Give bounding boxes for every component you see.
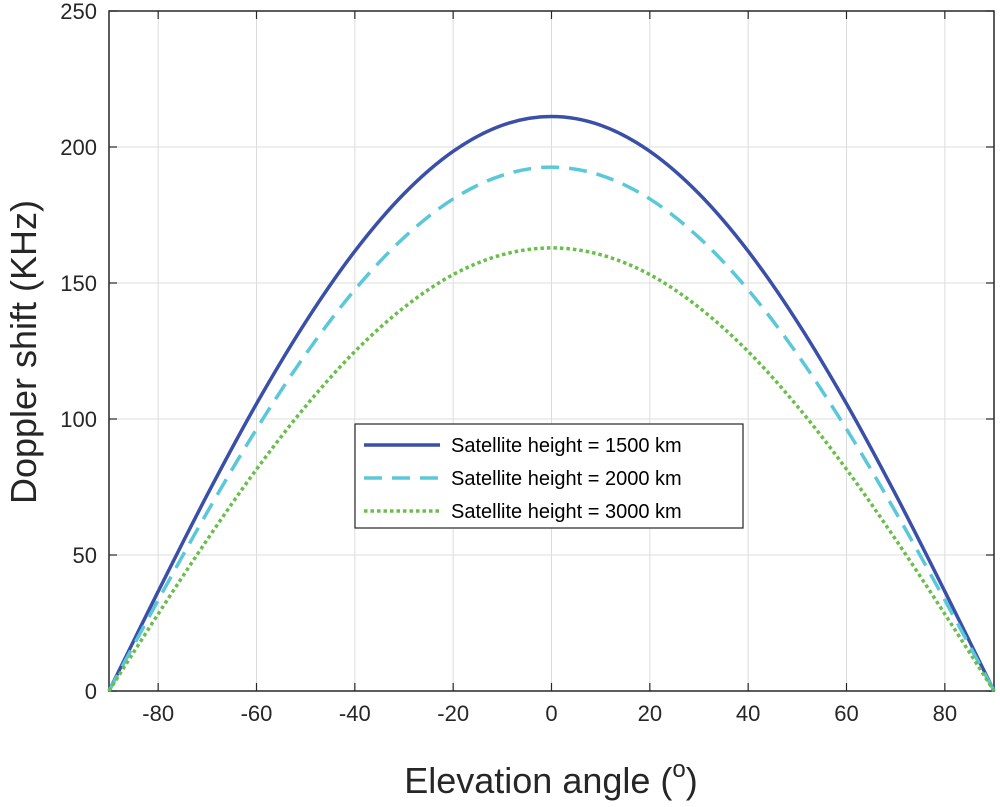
x-tick-label: -40 <box>339 701 371 726</box>
x-tick-label: -80 <box>142 701 174 726</box>
x-tick-label: -60 <box>241 701 273 726</box>
x-tick-label: 0 <box>545 701 557 726</box>
legend: Satellite height = 1500 km Satellite heig… <box>354 423 744 529</box>
series-line-1 <box>107 114 996 692</box>
axis-ticks: -80 -60 -40 -20 0 20 40 60 80 0 50 100 150 200 250 <box>60 0 994 726</box>
legend-label-2: Satellite height = 2000 km <box>451 468 682 490</box>
grid <box>109 11 994 691</box>
legend-box <box>354 423 744 529</box>
series-line-2 <box>107 165 996 692</box>
legend-label-3: Satellite height = 3000 km <box>451 501 682 523</box>
y-axis-title: Doppler shift (KHz) <box>3 200 44 504</box>
series-lines <box>107 114 996 692</box>
x-tick-label: -20 <box>437 701 469 726</box>
x-tick-label: 60 <box>834 701 858 726</box>
y-tick-label: 100 <box>60 407 97 432</box>
y-tick-label: 0 <box>85 679 97 704</box>
series-line-3 <box>107 246 996 692</box>
x-tick-label: 80 <box>933 701 957 726</box>
x-tick-label: 40 <box>736 701 760 726</box>
y-tick-label: 200 <box>60 135 97 160</box>
y-tick-label: 250 <box>60 0 97 24</box>
y-tick-label: 50 <box>73 543 97 568</box>
legend-label-1: Satellite height = 1500 km <box>451 435 682 457</box>
x-axis-title: Elevation angle (o) <box>404 756 698 801</box>
x-tick-label: 20 <box>638 701 662 726</box>
y-tick-label: 150 <box>60 271 97 296</box>
